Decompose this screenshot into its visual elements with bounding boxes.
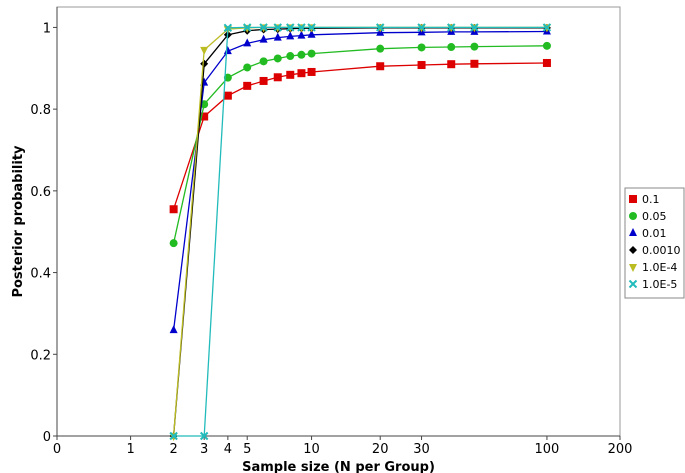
x-tick-label: 3	[200, 442, 208, 457]
data-point	[259, 34, 268, 43]
x-tick-label: 20	[372, 442, 389, 457]
y-axis-title: Posterior probability	[11, 145, 26, 298]
legend-label: 0.01	[642, 227, 667, 240]
x-tick-label: 100	[535, 442, 560, 457]
legend: 0.1 0.05 0.01 0.0010 1.0E-4 1.0E-5	[624, 187, 685, 299]
data-point	[286, 70, 295, 79]
legend-item: 0.05	[629, 210, 667, 223]
legend-marker	[629, 195, 637, 203]
data-point	[376, 62, 385, 71]
data-point	[259, 23, 268, 32]
x-tick-label: 0	[53, 442, 61, 457]
data-point	[307, 67, 316, 76]
data-point	[273, 32, 282, 41]
legend-marker	[629, 212, 637, 220]
x-axis-title: Sample size (N per Group)	[242, 460, 435, 473]
data-point	[243, 63, 252, 72]
legend-item: 1.0E-5	[628, 278, 677, 291]
data-point	[259, 76, 268, 85]
data-point	[286, 52, 295, 61]
x-tick-label: 10	[303, 442, 320, 457]
data-point	[307, 49, 316, 58]
y-tick-label: 0.2	[30, 348, 51, 363]
legend-label: 1.0E-5	[642, 278, 677, 291]
data-point	[297, 69, 306, 78]
data-point	[417, 23, 426, 32]
data-point	[447, 43, 456, 52]
x-tick-label: 1	[126, 442, 134, 457]
data-point	[286, 31, 295, 40]
series-5	[169, 23, 552, 441]
data-point	[243, 38, 252, 47]
legend-item: 0.0010	[629, 244, 681, 257]
data-point	[447, 23, 456, 32]
legend-marker	[629, 228, 637, 236]
x-tick-label: 200	[608, 442, 633, 457]
data-point	[223, 23, 233, 33]
x-tick-label: 4	[224, 442, 232, 457]
x-axis: 0 1 2 3 4 5 10 20 30 100 200	[53, 435, 633, 457]
data-point	[169, 239, 178, 248]
y-tick-label: 1	[43, 21, 51, 36]
data-point	[200, 59, 209, 68]
data-point	[286, 23, 295, 32]
data-point	[470, 59, 479, 68]
legend-marker	[629, 264, 637, 272]
x-tick-label: 30	[413, 442, 430, 457]
series-line	[172, 30, 547, 331]
x-tick-label: 5	[243, 442, 251, 457]
y-tick-label: 0.8	[30, 103, 51, 118]
data-point	[307, 23, 316, 32]
data-point	[297, 50, 306, 59]
data-point	[470, 42, 479, 51]
y-axis: 0 0.2 0.4 0.6 0.8 1	[30, 7, 58, 445]
legend-marker	[629, 246, 637, 254]
legend-label: 0.1	[642, 193, 660, 206]
x-tick-label: 2	[169, 442, 177, 457]
data-point	[417, 61, 426, 70]
legend-item: 0.1	[629, 193, 660, 206]
data-point	[542, 23, 552, 32]
data-point	[297, 23, 306, 32]
legend-item: 0.01	[629, 227, 667, 240]
data-point	[169, 205, 178, 214]
plot-area	[56, 6, 621, 437]
data-point	[297, 30, 306, 39]
data-point	[375, 23, 385, 32]
data-point	[542, 58, 551, 67]
y-tick-label: 0	[43, 430, 51, 445]
data-point	[199, 431, 209, 441]
data-point	[200, 112, 209, 121]
data-point	[243, 23, 252, 32]
data-point	[376, 44, 385, 53]
series-0	[169, 58, 551, 214]
data-point	[273, 73, 282, 82]
data-point	[273, 54, 282, 63]
data-point	[169, 325, 178, 334]
y-tick-label: 0.4	[30, 267, 51, 282]
data-point	[223, 73, 232, 82]
data-point	[470, 23, 479, 32]
series-1	[169, 41, 551, 248]
data-point	[273, 23, 282, 32]
legend-marker	[628, 279, 638, 289]
data-point	[417, 43, 426, 52]
legend-item: 1.0E-4	[629, 261, 677, 274]
legend-label: 0.0010	[642, 244, 681, 257]
data-point	[200, 46, 209, 55]
data-point	[169, 431, 178, 441]
series-layer	[169, 23, 552, 441]
data-point	[542, 41, 551, 50]
legend-label: 1.0E-4	[642, 261, 677, 274]
data-point	[243, 81, 252, 90]
data-point	[307, 29, 316, 38]
legend-label: 0.05	[642, 210, 667, 223]
legend-box	[624, 187, 685, 299]
y-tick-label: 0.6	[30, 185, 51, 200]
data-point	[259, 57, 268, 66]
data-point	[447, 60, 456, 69]
series-line	[173, 26, 547, 437]
data-point	[223, 91, 232, 100]
